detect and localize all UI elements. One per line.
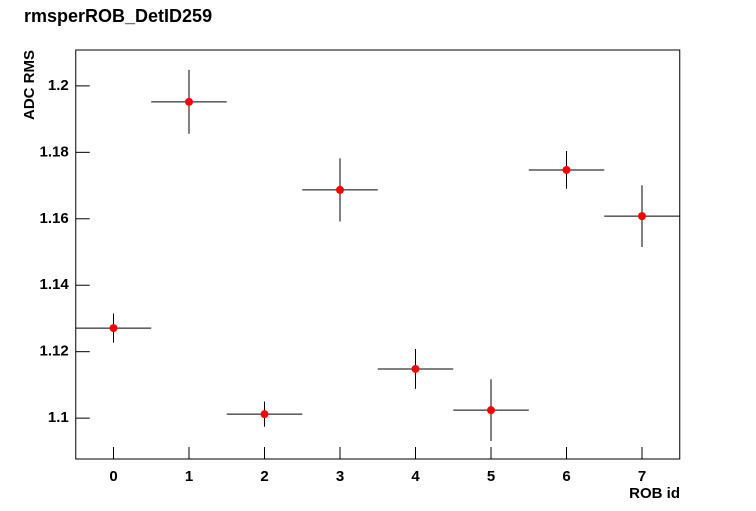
data-point bbox=[185, 97, 193, 106]
data-point bbox=[638, 212, 646, 221]
y-tick-label: 1.16 bbox=[40, 210, 69, 227]
data-point bbox=[487, 406, 495, 415]
x-tick-label: 6 bbox=[562, 468, 570, 485]
data-point bbox=[411, 364, 420, 373]
data-point bbox=[109, 324, 118, 333]
x-tick-label: 5 bbox=[487, 468, 495, 485]
y-tick-label: 1.2 bbox=[48, 77, 69, 94]
x-tick-label: 4 bbox=[411, 468, 420, 485]
x-tick-label: 2 bbox=[260, 468, 268, 485]
data-point bbox=[562, 165, 571, 174]
x-tick-label: 1 bbox=[185, 468, 193, 485]
plot-frame bbox=[75, 49, 681, 460]
x-tick-label: 3 bbox=[336, 468, 344, 485]
y-tick-label: 1.18 bbox=[40, 143, 69, 160]
y-tick-label: 1.14 bbox=[40, 276, 70, 293]
data-point bbox=[336, 185, 344, 194]
x-axis-label: ROB id bbox=[629, 485, 680, 502]
chart-title: rmsperROB_DetID259 bbox=[24, 6, 212, 26]
x-tick-label: 7 bbox=[638, 468, 646, 485]
data-point bbox=[260, 410, 269, 419]
y-tick-label: 1.1 bbox=[48, 409, 69, 426]
y-axis-label: ADC RMS bbox=[21, 50, 38, 120]
x-tick-label: 0 bbox=[109, 468, 117, 485]
y-tick-label: 1.12 bbox=[40, 343, 69, 360]
